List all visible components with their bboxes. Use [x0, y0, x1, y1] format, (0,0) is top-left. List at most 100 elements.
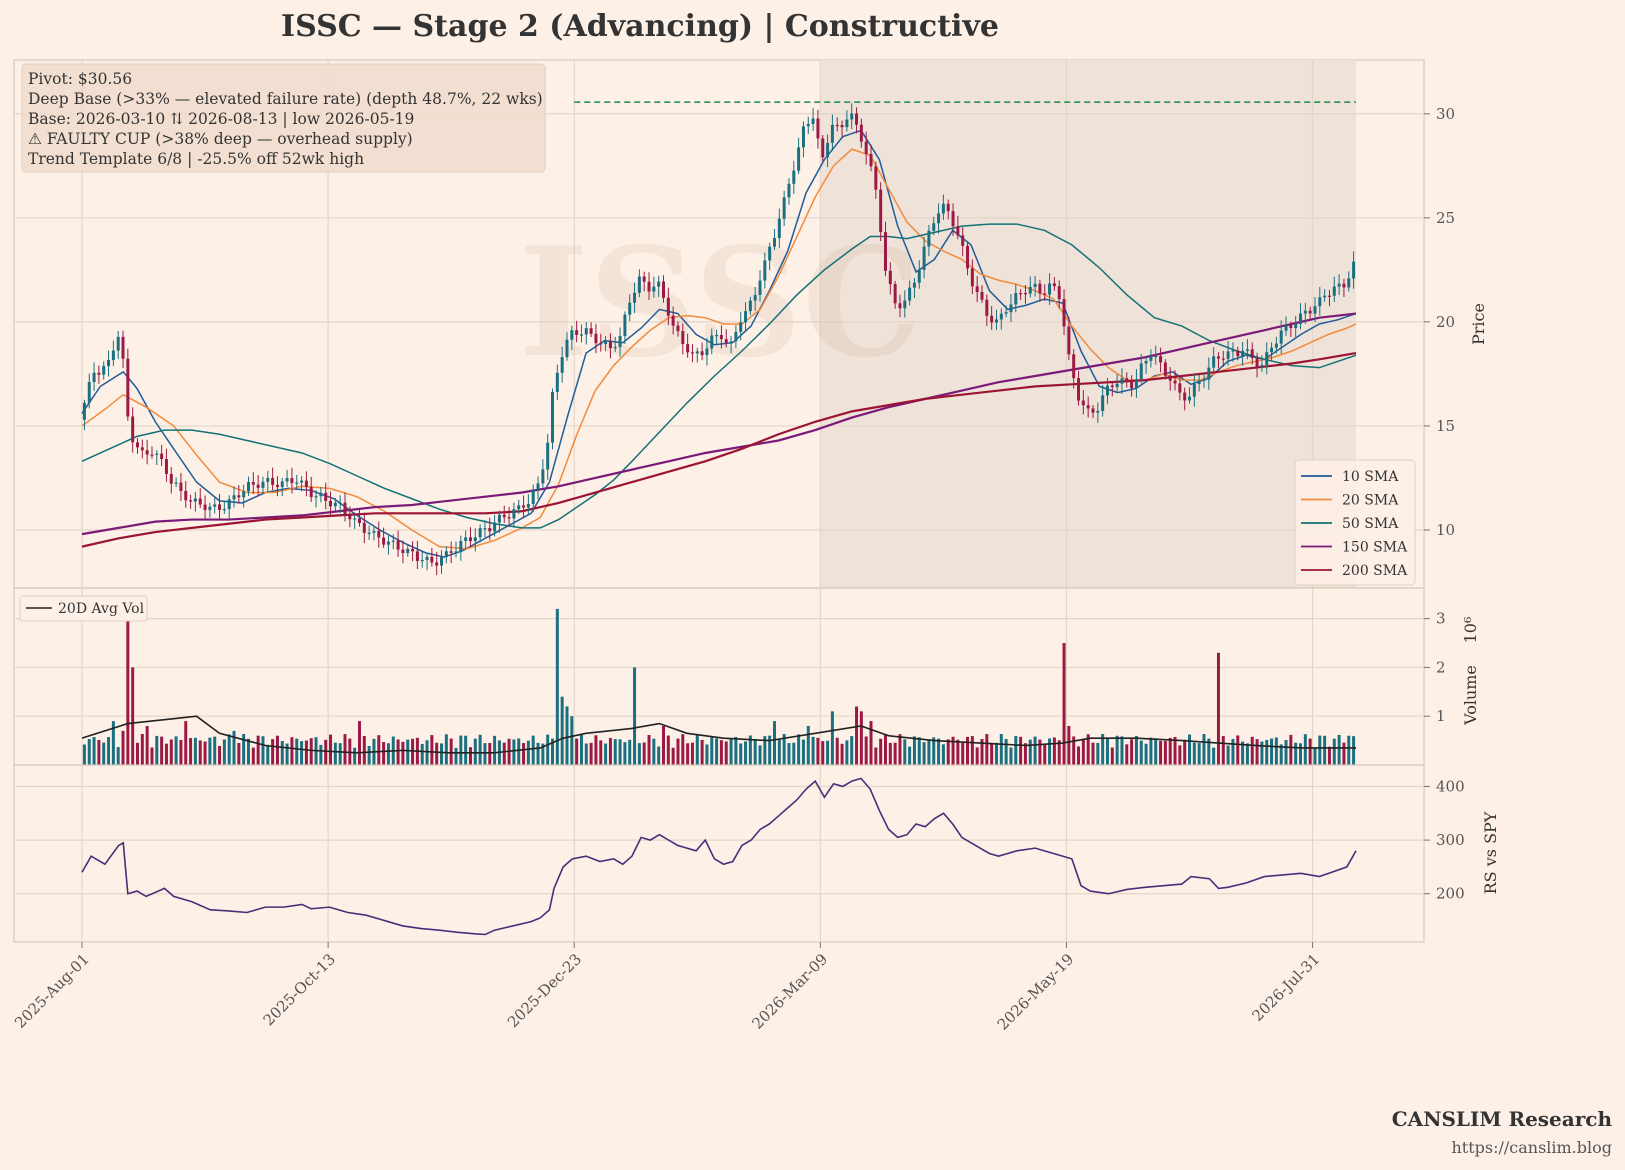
- volume-bar: [517, 738, 521, 765]
- volume-bar: [256, 735, 260, 765]
- price-tick-label: 15: [1436, 417, 1455, 435]
- candle-body: [1086, 405, 1090, 409]
- volume-bar: [570, 716, 574, 765]
- volume-panel: 1 2 3 Volume 10⁶ 20D Avg Vol: [13, 587, 1480, 766]
- volume-bar: [444, 734, 448, 765]
- volume-bar: [739, 743, 743, 765]
- candle-body: [903, 300, 907, 309]
- volume-bar: [893, 742, 897, 765]
- candle-body: [787, 183, 791, 198]
- candle-body: [671, 315, 675, 326]
- candle-body: [169, 473, 173, 484]
- volume-bar: [840, 743, 844, 765]
- candle-body: [184, 490, 188, 501]
- candle-body: [155, 453, 159, 455]
- candle-body: [1202, 379, 1206, 381]
- volume-bar: [203, 741, 207, 765]
- candle-body: [1115, 383, 1119, 388]
- candle-body: [222, 509, 226, 511]
- volume-bar: [990, 742, 994, 765]
- volume-bar: [671, 747, 675, 765]
- volume-tick-label: 1: [1436, 707, 1446, 725]
- candle-body: [990, 315, 994, 323]
- volume-bar: [821, 741, 825, 765]
- candle-body: [295, 482, 299, 484]
- volume-bar: [816, 737, 820, 765]
- volume-bar: [1289, 734, 1293, 765]
- candle-body: [464, 537, 468, 542]
- volume-bar: [189, 738, 193, 765]
- candle-body: [927, 230, 931, 247]
- candle-body: [512, 509, 516, 519]
- volume-bar: [970, 736, 974, 765]
- candle-body: [869, 153, 873, 167]
- volume-bar: [1260, 741, 1264, 765]
- price-tick-label: 10: [1436, 521, 1455, 539]
- volume-bar: [377, 735, 381, 765]
- volume-bar: [869, 721, 873, 765]
- candle-body: [1192, 383, 1196, 397]
- volume-bar: [1139, 740, 1143, 765]
- volume-bar: [1038, 739, 1042, 765]
- volume-bar: [483, 743, 487, 765]
- candle-body: [353, 518, 357, 520]
- volume-bar: [1323, 735, 1327, 765]
- candle-body: [1183, 392, 1187, 401]
- volume-bar: [353, 747, 357, 765]
- candle-body: [435, 562, 439, 566]
- volume-bar: [1352, 736, 1356, 765]
- candle-body: [1270, 347, 1274, 353]
- candle-body: [1327, 295, 1331, 297]
- volume-bar: [160, 736, 164, 765]
- volume-bar: [493, 735, 497, 765]
- volume-bar: [295, 738, 299, 765]
- candle-body: [502, 514, 506, 518]
- candle-body: [1077, 378, 1081, 401]
- candle-body: [1294, 323, 1298, 328]
- candle-body: [1120, 378, 1124, 384]
- volume-bar: [710, 737, 714, 765]
- candle-body: [1081, 400, 1085, 406]
- candle-body: [1207, 367, 1211, 380]
- candle-body: [922, 246, 926, 270]
- volume-bar: [1347, 735, 1351, 765]
- volume-bar: [261, 736, 265, 765]
- candle-body: [536, 483, 540, 490]
- candle-body: [806, 123, 810, 127]
- candle-body: [1313, 306, 1317, 314]
- candle-body: [1149, 356, 1153, 361]
- candle-body: [372, 531, 376, 533]
- candle-body: [237, 495, 241, 498]
- candle-body: [343, 502, 347, 515]
- x-tick-label: 2026-Jul-31: [1249, 950, 1324, 1025]
- volume-bar: [584, 743, 588, 765]
- candle-body: [459, 541, 463, 552]
- candle-body: [961, 235, 965, 246]
- candle-body: [719, 335, 723, 340]
- candle-body: [1197, 380, 1201, 384]
- candle-body: [1004, 312, 1008, 314]
- volume-bar: [744, 741, 748, 765]
- volume-bar: [251, 747, 255, 765]
- candle-body: [507, 517, 511, 519]
- volume-bar: [879, 738, 883, 765]
- volume-bar: [782, 734, 786, 765]
- candle-body: [1033, 283, 1037, 287]
- vol-legend-label: 20D Avg Vol: [58, 601, 145, 617]
- candle-body: [879, 189, 883, 233]
- volume-bar: [662, 725, 665, 765]
- volume-bar: [473, 738, 477, 765]
- volume-bar: [546, 734, 550, 765]
- candle-body: [179, 482, 183, 491]
- candle-body: [1226, 351, 1230, 359]
- volume-bar: [1144, 743, 1148, 765]
- candle-body: [160, 453, 164, 460]
- volume-bar: [888, 742, 892, 765]
- volume-bar: [951, 736, 955, 765]
- volume-bar: [883, 733, 887, 765]
- candle-body: [1289, 325, 1293, 328]
- volume-bar: [1057, 740, 1061, 765]
- candle-body: [1139, 363, 1143, 380]
- candle-body: [753, 294, 757, 301]
